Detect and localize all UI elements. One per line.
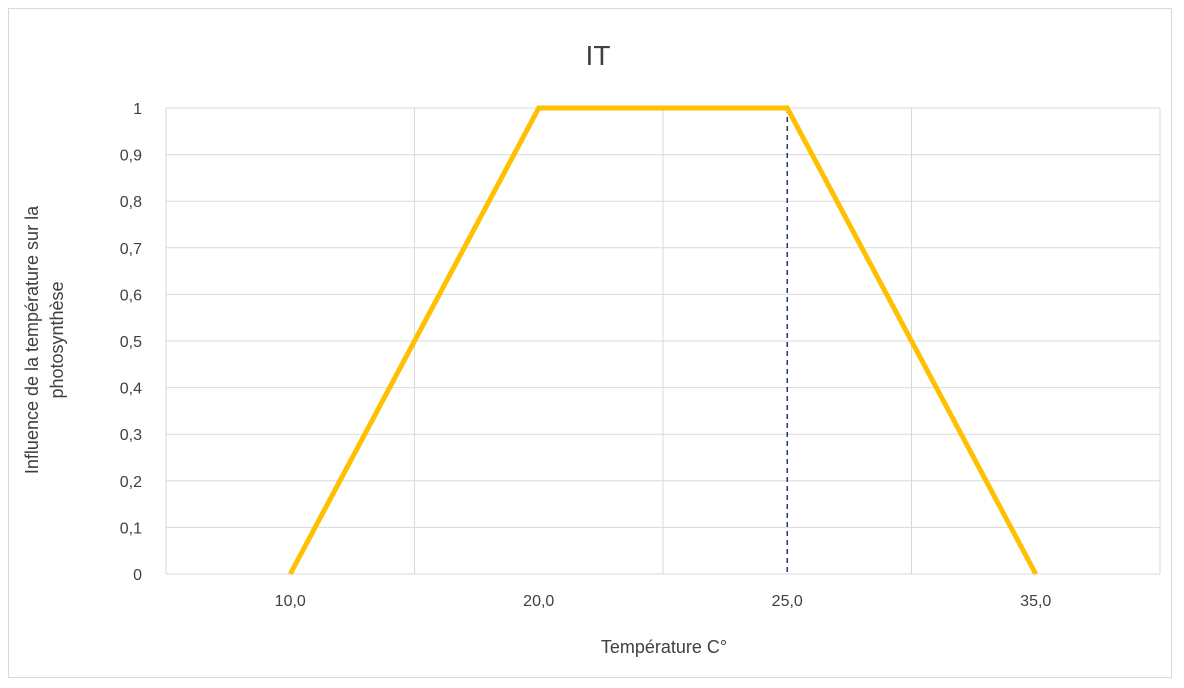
y-tick-label: 0,9: [120, 148, 142, 165]
x-tick-label: 35,0: [1020, 593, 1051, 610]
grid-layer: [165, 107, 1161, 575]
x-axis-title: Température C°: [601, 637, 727, 657]
chart-area: [8, 8, 1172, 678]
y-tick-label: 0,7: [120, 241, 142, 258]
series-layer: [288, 105, 1038, 576]
y-tick-label: 0,8: [120, 194, 142, 211]
y-tick-label: 0,6: [120, 287, 142, 304]
y-axis-title-line1: Influence de la température sur la: [22, 205, 42, 474]
chart-title: IT: [586, 40, 611, 71]
y-tick-label: 0,4: [120, 381, 142, 398]
x-tick-label: 10,0: [275, 593, 306, 610]
x-tick-label: 20,0: [523, 593, 554, 610]
x-tick-labels: 10,0 20,0 25,0 35,0: [275, 593, 1052, 610]
y-tick-label: 0,1: [120, 520, 142, 537]
y-tick-labels: 0 0,1 0,2 0,3 0,4 0,5 0,6 0,7 0,8 0,9 1: [120, 101, 142, 584]
y-tick-label: 1: [133, 101, 142, 118]
y-tick-label: 0,5: [120, 334, 142, 351]
y-tick-label: 0: [133, 567, 142, 584]
x-tick-label: 25,0: [772, 593, 803, 610]
y-tick-label: 0,2: [120, 474, 142, 491]
series-line: [288, 105, 1038, 576]
y-tick-label: 0,3: [120, 427, 142, 444]
y-axis-title-line2: photosynthèse: [47, 281, 67, 398]
